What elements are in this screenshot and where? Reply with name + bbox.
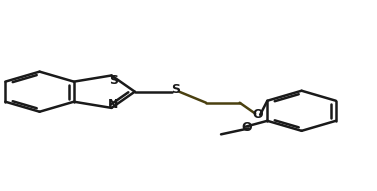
Text: O: O <box>242 121 253 134</box>
Text: S: S <box>109 74 118 87</box>
Text: O: O <box>252 108 263 121</box>
Text: S: S <box>171 83 180 96</box>
Text: N: N <box>108 98 119 111</box>
